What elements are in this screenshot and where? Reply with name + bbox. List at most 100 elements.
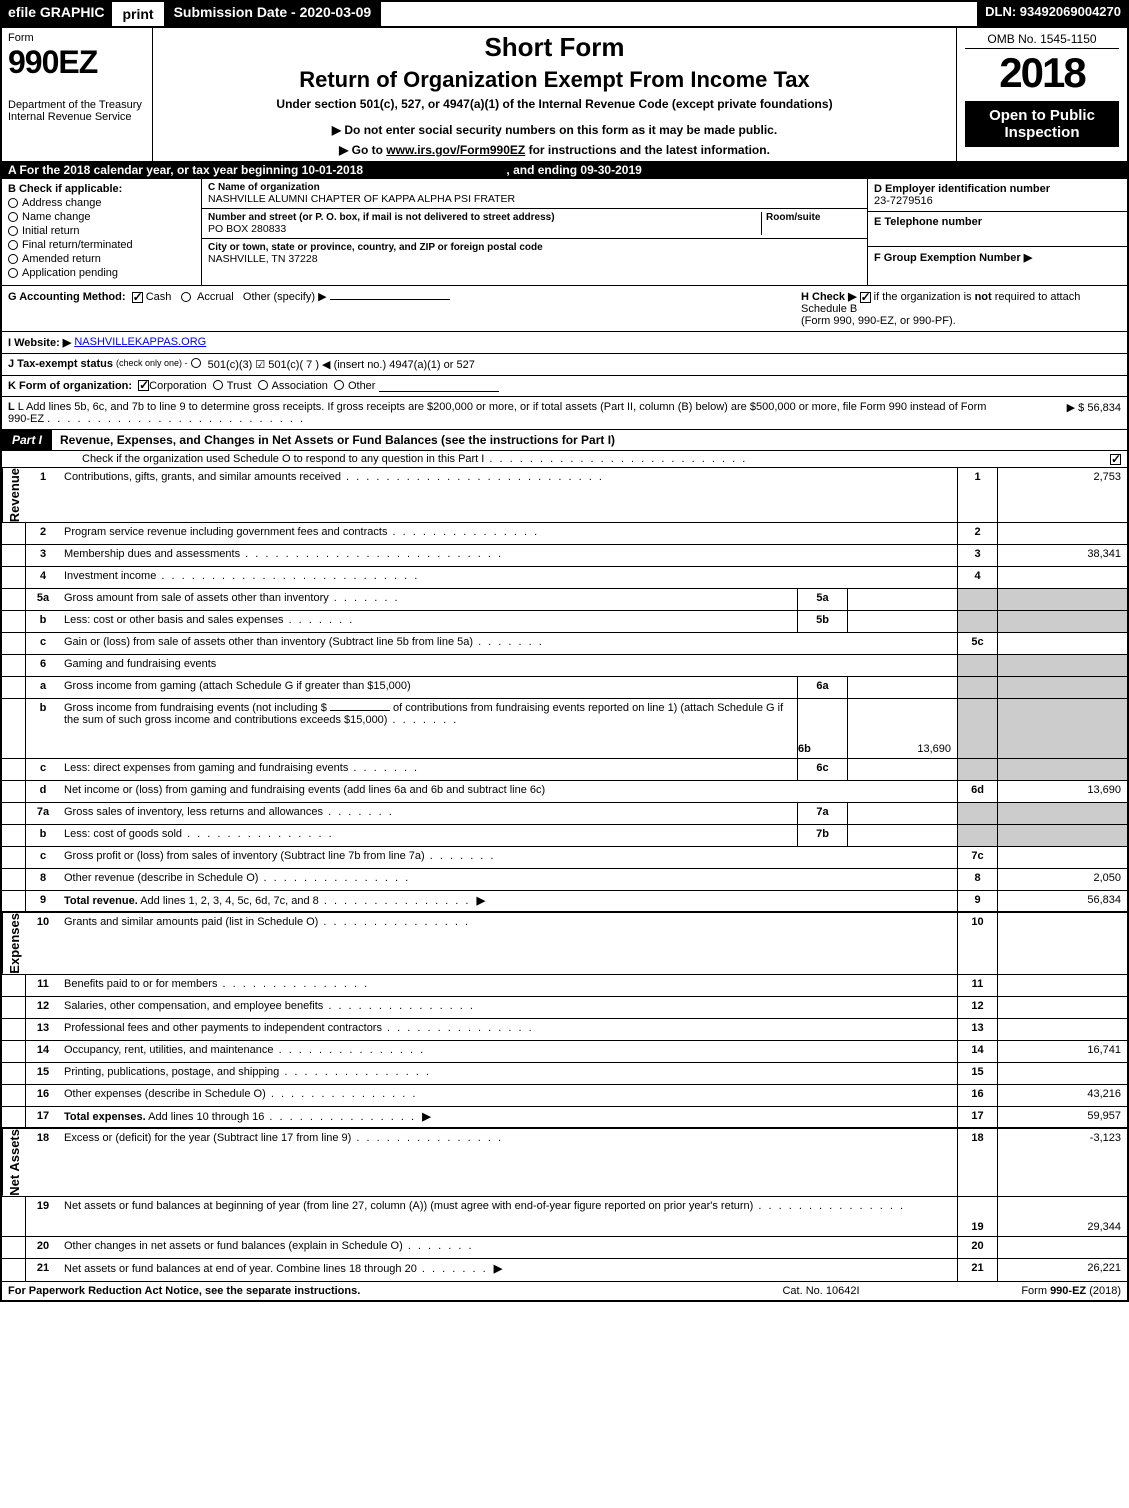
footer-center: Cat. No. 10642I xyxy=(721,1285,921,1297)
cb-accrual[interactable] xyxy=(181,292,191,302)
form-label: Form xyxy=(8,32,146,44)
efile-label: efile GRAPHIC xyxy=(0,0,112,28)
line-13: 13 Professional fees and other payments … xyxy=(2,1019,1127,1041)
cb-initial-return[interactable]: Initial return xyxy=(8,225,195,237)
tax-exempt-row: J Tax-exempt status (check only one) - 5… xyxy=(0,354,1129,376)
gross-receipts-value: ▶ $ 56,834 xyxy=(1001,401,1121,425)
section-c: C Name of organization NASHVILLE ALUMNI … xyxy=(202,179,867,285)
line-21: 21 Net assets or fund balances at end of… xyxy=(2,1259,1127,1281)
val-6b: 13,690 xyxy=(847,699,957,758)
line-6: 6 Gaming and fundraising events xyxy=(2,655,1127,677)
cb-amended-return[interactable]: Amended return xyxy=(8,253,195,265)
val-18: -3,123 xyxy=(997,1129,1127,1196)
cb-cash[interactable] xyxy=(132,292,143,303)
val-16: 43,216 xyxy=(997,1085,1127,1106)
sidelabel-netassets: Net Assets xyxy=(2,1129,26,1196)
header-right: OMB No. 1545-1150 2018 Open to Public In… xyxy=(957,28,1127,161)
website-link[interactable]: NASHVILLEKAPPAS.ORG xyxy=(74,336,206,349)
return-title: Return of Organization Exempt From Incom… xyxy=(163,67,946,93)
line-6b: b Gross income from fundraising events (… xyxy=(2,699,1127,759)
open-public: Open to Public Inspection xyxy=(965,101,1119,147)
cb-address-change[interactable]: Address change xyxy=(8,197,195,209)
line-10: Expenses 10 Grants and similar amounts p… xyxy=(2,913,1127,975)
form-number: 990EZ xyxy=(8,44,146,81)
cb-name-change[interactable]: Name change xyxy=(8,211,195,223)
line-20: 20 Other changes in net assets or fund b… xyxy=(2,1237,1127,1259)
val-14: 16,741 xyxy=(997,1041,1127,1062)
val-8: 2,050 xyxy=(997,869,1127,890)
topbar-spacer xyxy=(381,0,977,28)
cb-schedule-b[interactable] xyxy=(860,292,871,303)
val-6d: 13,690 xyxy=(997,781,1127,802)
cb-association[interactable] xyxy=(258,380,268,390)
cb-final-return[interactable]: Final return/terminated xyxy=(8,239,195,251)
org-name-row: C Name of organization NASHVILLE ALUMNI … xyxy=(202,179,867,209)
submission-date: Submission Date - 2020-03-09 xyxy=(164,0,382,28)
line-16: 16 Other expenses (describe in Schedule … xyxy=(2,1085,1127,1107)
line-8: 8 Other revenue (describe in Schedule O)… xyxy=(2,869,1127,891)
org-address: PO BOX 280833 xyxy=(208,223,761,235)
line-6d: d Net income or (loss) from gaming and f… xyxy=(2,781,1127,803)
line-5c: c Gain or (loss) from sale of assets oth… xyxy=(2,633,1127,655)
dept-irs: Internal Revenue Service xyxy=(8,111,146,123)
cb-trust[interactable] xyxy=(213,380,223,390)
line-17: 17 Total expenses. Add lines 10 through … xyxy=(2,1107,1127,1129)
topbar: efile GRAPHIC print Submission Date - 20… xyxy=(0,0,1129,28)
sidelabel-revenue: Revenue xyxy=(2,468,26,522)
line-9: 9 Total revenue. Add lines 1, 2, 3, 4, 5… xyxy=(2,891,1127,913)
page-footer: For Paperwork Reduction Act Notice, see … xyxy=(0,1281,1129,1302)
cb-schedule-o[interactable] xyxy=(1110,454,1121,465)
line-11: 11 Benefits paid to or for members 11 xyxy=(2,975,1127,997)
city-row: City or town, state or province, country… xyxy=(202,239,867,268)
section-b-title: B Check if applicable: xyxy=(8,183,195,195)
part1-sub: Check if the organization used Schedule … xyxy=(0,451,1129,468)
identification-block: B Check if applicable: Address change Na… xyxy=(0,179,1129,286)
footer-right: Form 990-EZ (2018) xyxy=(921,1285,1121,1297)
part1-header: Part I Revenue, Expenses, and Changes in… xyxy=(0,430,1129,451)
org-name: NASHVILLE ALUMNI CHAPTER OF KAPPA ALPHA … xyxy=(208,193,861,205)
group-exemption-cell: F Group Exemption Number ▶ xyxy=(868,247,1127,268)
under-section: Under section 501(c), 527, or 4947(a)(1)… xyxy=(163,97,946,111)
footer-left: For Paperwork Reduction Act Notice, see … xyxy=(8,1285,721,1297)
dln-label: DLN: 93492069004270 xyxy=(977,0,1129,28)
line-12: 12 Salaries, other compensation, and emp… xyxy=(2,997,1127,1019)
section-b: B Check if applicable: Address change Na… xyxy=(2,179,202,285)
line-7b: b Less: cost of goods sold 7b xyxy=(2,825,1127,847)
website-row: I Website: ▶ NASHVILLEKAPPAS.ORG xyxy=(0,332,1129,354)
address-row: Number and street (or P. O. box, if mail… xyxy=(202,209,867,239)
val-1: 2,753 xyxy=(997,468,1127,522)
line-7c: c Gross profit or (loss) from sales of i… xyxy=(2,847,1127,869)
tax-year: 2018 xyxy=(965,49,1119,97)
line-15: 15 Printing, publications, postage, and … xyxy=(2,1063,1127,1085)
val-17: 59,957 xyxy=(997,1107,1127,1127)
ein-value: 23-7279516 xyxy=(874,195,1121,207)
accounting-method: G Accounting Method: Cash Accrual Other … xyxy=(8,290,801,327)
val-3: 38,341 xyxy=(997,545,1127,566)
cb-application-pending[interactable]: Application pending xyxy=(8,267,195,279)
cb-other-org[interactable] xyxy=(334,380,344,390)
dept-treasury: Department of the Treasury xyxy=(8,99,146,111)
part1-title: Revenue, Expenses, and Changes in Net As… xyxy=(60,430,1127,450)
form-of-org-row: K Form of organization: Corporation Trus… xyxy=(0,376,1129,397)
org-city: NASHVILLE, TN 37228 xyxy=(208,253,861,265)
line-3: 3 Membership dues and assessments 3 38,3… xyxy=(2,545,1127,567)
line-4: 4 Investment income 4 xyxy=(2,567,1127,589)
phone-cell: E Telephone number xyxy=(868,212,1127,247)
schedule-b-check: H Check ▶ if the organization is not req… xyxy=(801,290,1121,327)
gross-receipts-row: L L Add lines 5b, 6c, and 7b to line 9 t… xyxy=(0,397,1129,430)
part1-table: Revenue 1 Contributions, gifts, grants, … xyxy=(0,468,1129,1281)
line-19: 19 Net assets or fund balances at beginn… xyxy=(2,1197,1127,1237)
cb-corporation[interactable] xyxy=(138,380,149,391)
line-2: 2 Program service revenue including gove… xyxy=(2,523,1127,545)
line-14: 14 Occupancy, rent, utilities, and maint… xyxy=(2,1041,1127,1063)
val-9: 56,834 xyxy=(997,891,1127,911)
ein-cell: D Employer identification number 23-7279… xyxy=(868,179,1127,212)
short-form-title: Short Form xyxy=(163,32,946,63)
sidelabel-expenses: Expenses xyxy=(2,913,26,974)
header-center: Short Form Return of Organization Exempt… xyxy=(152,28,957,161)
header-left: Form 990EZ Department of the Treasury In… xyxy=(2,28,152,161)
print-button[interactable]: print xyxy=(112,0,163,28)
val-21: 26,221 xyxy=(997,1259,1127,1281)
irs-link[interactable]: www.irs.gov/Form990EZ xyxy=(386,143,525,157)
val-19: 29,344 xyxy=(997,1197,1127,1236)
